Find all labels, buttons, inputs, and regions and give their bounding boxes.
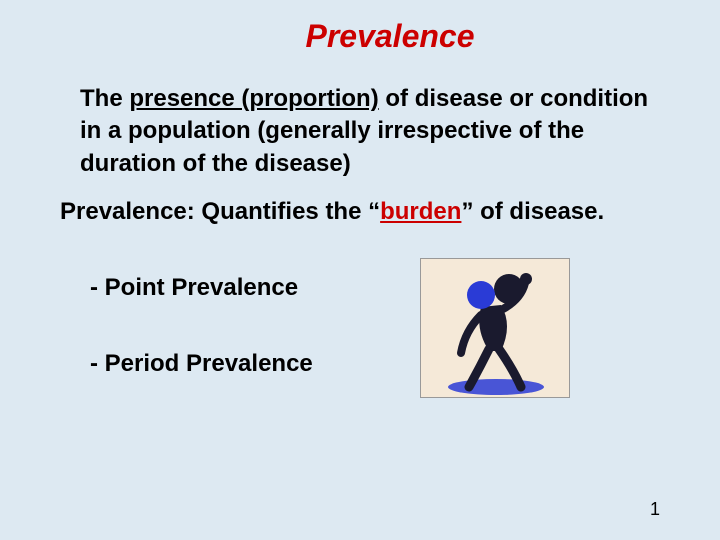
- slide-title: Prevalence: [30, 18, 690, 55]
- bullet-period-prevalence: - Period Prevalence: [90, 350, 690, 378]
- burden-figure-icon: [421, 259, 571, 399]
- definition-part1: The: [80, 85, 129, 112]
- page-number: 1: [650, 499, 660, 520]
- bullet-point-prevalence: - Point Prevalence: [90, 274, 690, 302]
- quantifies-suffix: ” of disease.: [461, 198, 604, 225]
- burden-word: burden: [380, 198, 461, 225]
- quantifies-prefix: Prevalence: Quantifies the “: [60, 198, 380, 225]
- slide: Prevalence The presence (proportion) of …: [0, 0, 720, 540]
- burden-illustration: [420, 258, 570, 398]
- quantifies-line: Prevalence: Quantifies the “burden” of d…: [60, 198, 690, 226]
- definition-underlined: presence (proportion): [129, 85, 378, 112]
- definition-text: The presence (proportion) of disease or …: [80, 83, 670, 180]
